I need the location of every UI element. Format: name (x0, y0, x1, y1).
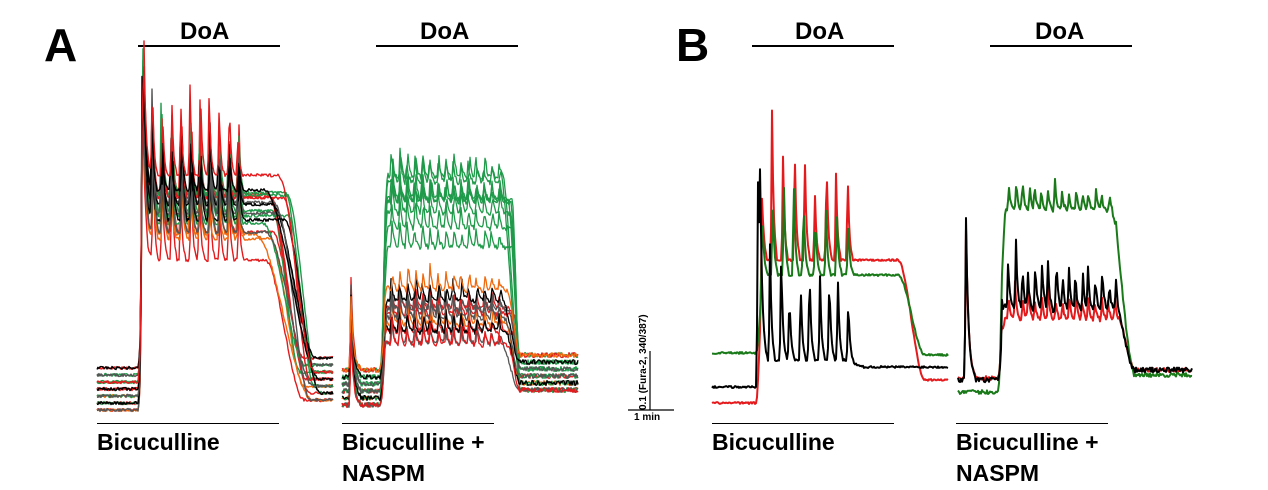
trace-line (96, 66, 334, 385)
panel-a-right-doa-label: DoA (420, 18, 470, 45)
panel-a-left-doa-bar (138, 45, 280, 47)
trace-line (341, 284, 579, 387)
trace-line (96, 88, 334, 378)
panel-b-left-doa-label: DoA (795, 18, 845, 45)
trace-line (96, 70, 334, 392)
scale-bar-x-label: 1 min (634, 412, 661, 423)
trace-line (711, 168, 949, 389)
panel-a-right-condition-label-1: Bicuculline + (342, 429, 485, 455)
panel-b-left-bicuculline-bar (712, 423, 894, 424)
trace-line (341, 317, 579, 409)
panel-b-right-condition-label-2: NASPM (956, 460, 1040, 486)
panel-a-naspm-plot (341, 147, 579, 409)
trace-line (341, 273, 579, 380)
panel-b-right-doa-bar (990, 45, 1132, 47)
panel-b-right-bicuculline-bar (956, 423, 1108, 424)
panel-a-letter: A (44, 19, 78, 71)
trace-line (957, 217, 1193, 384)
trace-line (341, 262, 579, 374)
panel-a-right-bicuculline-bar (342, 423, 494, 424)
panel-b-right-doa-label: DoA (1035, 18, 1085, 45)
panel-a-left-bicuculline-bar (97, 423, 279, 424)
panel-b-letter: B (676, 19, 710, 71)
panel-a-left-doa-label: DoA (180, 18, 230, 45)
panel-b-bicuculline-plot (711, 109, 949, 405)
scale-bar-y-label: 0.1 (Fura-2, 340/387) (638, 314, 649, 410)
panel-a-right-doa-bar (376, 45, 518, 47)
trace-line (96, 104, 334, 399)
trace-line (97, 126, 334, 413)
trace-line (711, 109, 949, 405)
trace-line (96, 59, 334, 378)
panel-b-left-condition-label: Bicuculline (712, 429, 835, 455)
trace-line (712, 186, 949, 357)
trace-line (341, 303, 579, 402)
trace-line (957, 177, 1193, 395)
panel-a-left-condition-label: Bicuculline (97, 429, 220, 455)
panel-b-right-condition-label-1: Bicuculline + (956, 429, 1099, 455)
panel-b-naspm-plot (957, 177, 1193, 395)
trace-line (96, 84, 334, 371)
panel-a-bicuculline-plot (96, 40, 334, 413)
panel-a-right-condition-label-2: NASPM (342, 460, 426, 486)
panel-b-left-doa-bar (752, 45, 894, 47)
